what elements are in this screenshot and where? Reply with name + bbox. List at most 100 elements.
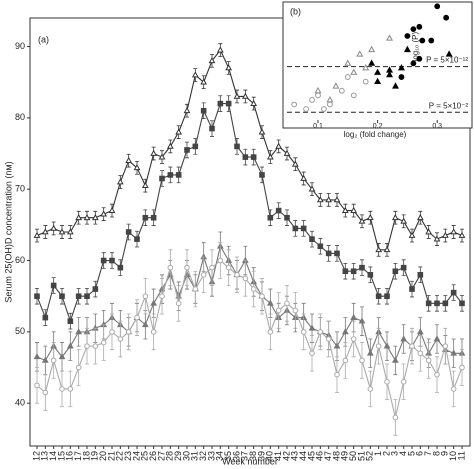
marker (450, 228, 458, 235)
marker (334, 371, 340, 378)
marker (384, 293, 390, 299)
marker (356, 50, 364, 57)
x-tick-label: 45 (306, 451, 316, 461)
marker (217, 257, 224, 264)
marker (200, 78, 208, 85)
marker (142, 214, 149, 221)
x-tick-label: 44 (298, 451, 308, 461)
x-tick-label: 46 (315, 451, 325, 461)
x-tick-label: 49 (340, 451, 350, 461)
x-tick-label: 3 (390, 451, 400, 456)
marker (209, 125, 215, 132)
marker (284, 300, 290, 307)
x-tick-label: 32 (198, 451, 208, 461)
marker (341, 328, 349, 335)
marker (200, 107, 207, 114)
series-line (36, 103, 463, 323)
marker (404, 33, 411, 39)
marker (75, 293, 82, 299)
marker (267, 329, 274, 335)
marker (384, 379, 390, 385)
y-tick-label: 90 (15, 41, 25, 51)
marker (158, 153, 166, 160)
marker (325, 196, 333, 203)
panel-label: (a) (38, 34, 49, 44)
marker (333, 342, 341, 349)
marker (375, 293, 382, 299)
marker (67, 386, 74, 392)
x-tick-label: 0.3 (432, 123, 442, 130)
marker (34, 382, 40, 389)
marker (42, 389, 49, 396)
x-tick-label: 0.2 (373, 123, 383, 130)
marker (300, 329, 307, 335)
marker (441, 231, 449, 238)
marker (416, 55, 423, 62)
marker (217, 100, 224, 107)
marker (34, 293, 40, 299)
marker (141, 320, 149, 328)
x-tick-label: 40 (265, 451, 275, 461)
marker (358, 317, 366, 324)
y-tick-label: 70 (15, 184, 25, 194)
marker (241, 92, 249, 99)
marker (325, 250, 332, 257)
marker (175, 128, 183, 135)
marker (400, 264, 407, 271)
marker (309, 97, 315, 103)
marker (167, 264, 174, 271)
marker (425, 300, 432, 307)
marker (84, 293, 90, 299)
marker (383, 246, 391, 253)
marker (374, 77, 382, 85)
marker (59, 293, 65, 299)
series-line (36, 244, 462, 362)
marker (308, 185, 316, 192)
marker (250, 154, 257, 160)
marker (397, 64, 405, 71)
x-tick-label: 27 (156, 451, 166, 461)
marker (284, 214, 290, 221)
marker (433, 235, 441, 242)
marker (366, 213, 374, 221)
marker (225, 100, 232, 107)
marker (434, 371, 440, 378)
marker (408, 231, 416, 238)
marker (292, 225, 299, 232)
plot-frame (29, 17, 471, 447)
marker (167, 172, 174, 178)
marker (216, 46, 224, 53)
marker (458, 231, 466, 238)
marker (234, 272, 240, 278)
x-tick-label: 5 (406, 451, 416, 456)
marker (309, 350, 315, 357)
marker (300, 174, 308, 181)
marker (259, 293, 265, 300)
x-tick-label: 10 (448, 451, 458, 461)
x-tick-label: 31 (190, 451, 200, 461)
marker (350, 313, 358, 320)
marker (225, 264, 232, 271)
y-axis-label: Serum 25(OH)D concentration (nм) (3, 161, 13, 302)
marker (242, 154, 249, 160)
x-tick-label: 36 (231, 451, 241, 461)
marker (134, 236, 140, 242)
marker (386, 34, 394, 41)
marker (416, 23, 423, 30)
marker (266, 153, 274, 160)
x-tick-label: 21 (106, 451, 116, 461)
marker (259, 172, 265, 178)
marker (41, 356, 49, 363)
marker (450, 349, 458, 356)
marker (141, 181, 149, 188)
series-line (36, 259, 463, 418)
marker (344, 59, 352, 66)
marker (175, 172, 182, 178)
marker (175, 300, 182, 307)
marker (391, 356, 399, 363)
x-tick-label: 47 (323, 451, 333, 461)
x-tick-label: 12 (31, 451, 41, 461)
marker (433, 335, 441, 342)
marker (50, 282, 57, 289)
